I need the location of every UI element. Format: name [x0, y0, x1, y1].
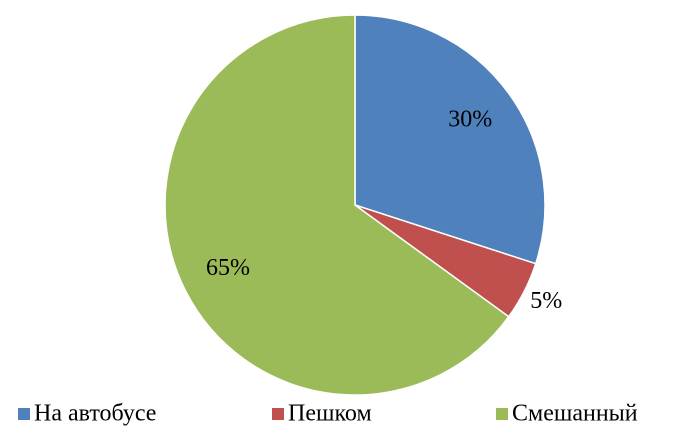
legend-label: На автобусе [34, 401, 156, 427]
legend-swatch [18, 408, 30, 420]
legend-swatch [496, 408, 508, 420]
legend-label: Пешком [288, 401, 372, 427]
pie-slice [354, 14, 546, 265]
legend-swatch [272, 408, 284, 420]
legend-label: Смешанный [512, 401, 638, 427]
data-label: 5% [530, 288, 562, 314]
data-label: 30% [448, 107, 492, 133]
pie-slice [164, 14, 510, 396]
data-label: 65% [206, 255, 250, 281]
